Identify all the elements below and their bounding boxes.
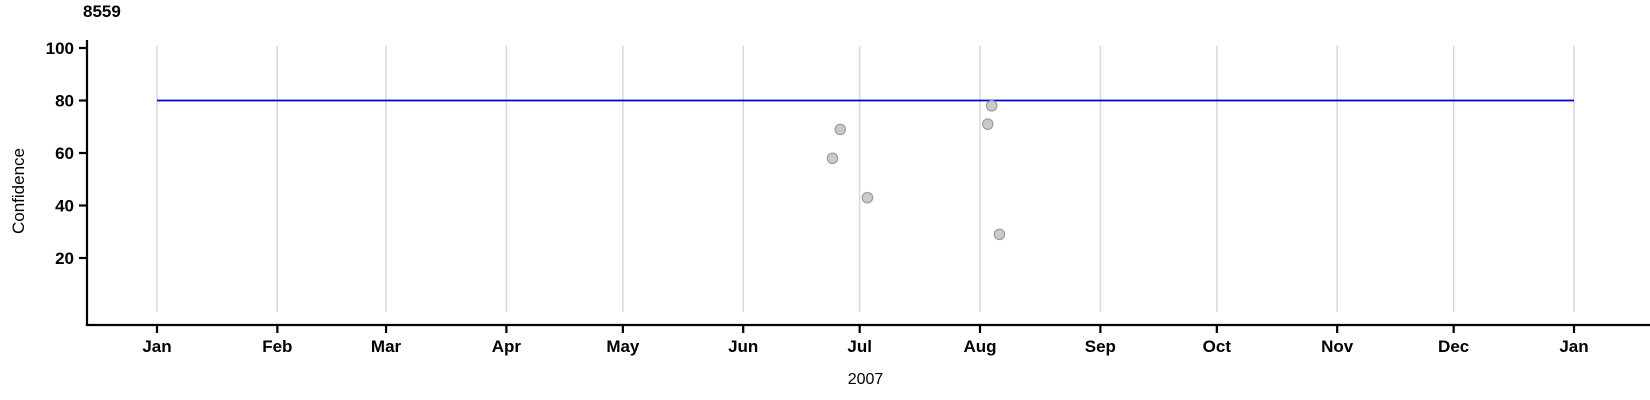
x-tick-label: Aug <box>964 337 997 356</box>
x-tick-label: Feb <box>262 337 292 356</box>
x-tick-label: Nov <box>1321 337 1354 356</box>
y-tick-label: 100 <box>46 39 74 58</box>
x-tick-label: Jul <box>847 337 872 356</box>
data-point <box>861 191 874 204</box>
x-tick-label: Jan <box>1559 337 1588 356</box>
data-point <box>985 99 998 112</box>
x-tick-label: Apr <box>492 337 522 356</box>
y-tick-label: 80 <box>55 92 74 111</box>
data-point <box>993 228 1006 241</box>
chart-title: 8559 <box>83 2 121 21</box>
y-tick-label: 20 <box>55 249 74 268</box>
data-point <box>826 152 839 165</box>
y-tick-label: 60 <box>55 144 74 163</box>
x-tick-label: Oct <box>1203 337 1232 356</box>
x-axis-year-label: 2007 <box>847 371 884 388</box>
data-point <box>981 118 994 130</box>
x-tick-label: Dec <box>1438 337 1469 356</box>
x-tick-label: Mar <box>371 337 402 356</box>
x-tick-label: Sep <box>1085 337 1116 356</box>
x-tick-label: May <box>606 337 640 356</box>
x-tick-label: Jun <box>728 337 758 356</box>
y-tick-label: 40 <box>55 197 74 216</box>
x-tick-label: Jan <box>142 337 171 356</box>
data-point <box>834 123 847 136</box>
